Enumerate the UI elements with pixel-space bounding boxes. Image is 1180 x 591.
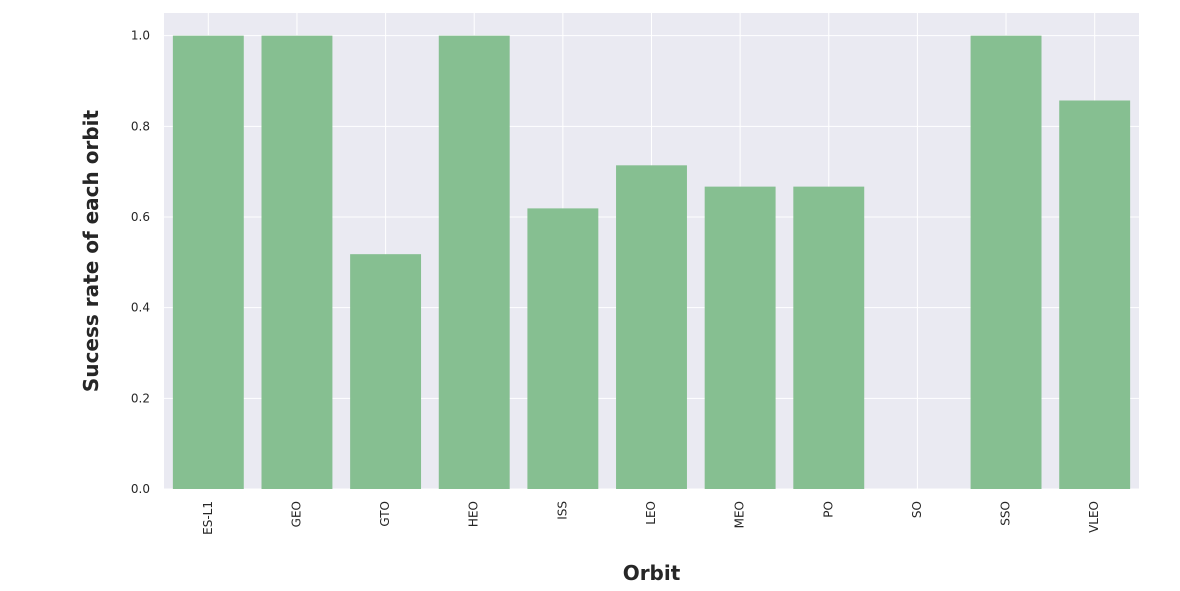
bar-geo (261, 35, 333, 490)
x-tick-label: LEO (644, 501, 658, 525)
x-tick-label: MEO (733, 501, 747, 528)
bar-po (793, 186, 865, 490)
y-tick-label: 0.6 (131, 210, 150, 224)
y-tick-label: 0.2 (131, 391, 150, 405)
y-tick-label: 1.0 (131, 29, 150, 43)
y-tick-label: 0.8 (131, 119, 150, 133)
bar-gto (350, 254, 422, 489)
x-tick-label: SSO (999, 501, 1013, 526)
bar-meo (704, 186, 776, 490)
bar-sso (970, 35, 1042, 490)
bar-vleo (1059, 100, 1131, 489)
x-tick-label: SO (910, 501, 924, 518)
x-tick-labels: ES-L1 GEO GTO HEO ISS LEO MEO PO SO SSO VLEO (201, 501, 1101, 535)
x-tick-label: GEO (289, 501, 303, 527)
bar-es-l1 (172, 35, 244, 490)
x-tick-label: PO (821, 501, 835, 518)
x-tick-label: ISS (555, 501, 569, 520)
x-tick-label: HEO (467, 501, 481, 527)
bar-heo (438, 35, 510, 490)
x-tick-label: GTO (378, 501, 392, 527)
x-tick-label: ES-L1 (201, 501, 215, 535)
y-tick-label: 0.4 (131, 301, 150, 315)
y-tick-label: 0.0 (131, 482, 150, 496)
bar-leo (616, 165, 687, 489)
x-tick-label: VLEO (1087, 501, 1101, 533)
x-axis-title: Orbit (623, 561, 681, 585)
y-tick-labels: 0.0 0.2 0.4 0.6 0.8 1.0 (131, 29, 150, 496)
y-axis-title: Sucess rate of each orbit (79, 109, 103, 392)
bar-iss (527, 208, 599, 490)
bars (172, 35, 1131, 490)
